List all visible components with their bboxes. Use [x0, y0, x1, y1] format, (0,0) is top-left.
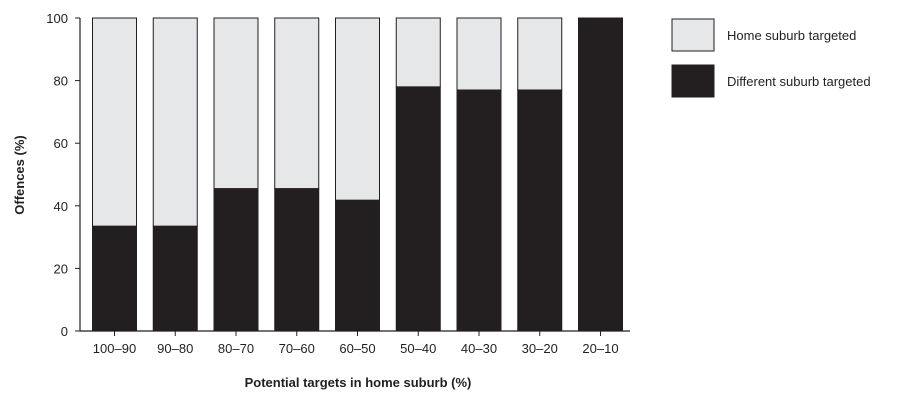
legend-swatch-home-suburb — [671, 18, 715, 52]
y-tick-label: 40 — [54, 199, 68, 214]
y-axis-title: Offences (%) — [12, 135, 27, 214]
bar-segment-home-suburb-5 — [395, 17, 441, 88]
x-axis-title: Potential targets in home suburb (%) — [245, 375, 472, 390]
x-tick-label: 30–20 — [522, 341, 558, 356]
x-tick-label: 50–40 — [400, 341, 436, 356]
y-tick-label: 100 — [46, 11, 68, 26]
bar-segment-different-suburb-6 — [456, 89, 502, 332]
bar-segment-different-suburb-3 — [274, 188, 320, 332]
bar-segment-home-suburb-1 — [152, 17, 198, 227]
bar-segment-home-suburb-6 — [456, 17, 502, 91]
x-tick-label: 40–30 — [461, 341, 497, 356]
x-tick-label: 100–90 — [93, 341, 136, 356]
y-tick-label: 60 — [54, 136, 68, 151]
bar-segment-home-suburb-7 — [517, 17, 563, 91]
x-tick-label: 80–70 — [218, 341, 254, 356]
y-axis-ticks: 0 20 40 60 80 100 — [46, 11, 80, 339]
legend-label-different-suburb: Different suburb targeted — [727, 74, 871, 89]
bar-segment-different-suburb-8 — [578, 17, 623, 332]
x-tick-label: 70–60 — [279, 341, 315, 356]
bar-segment-home-suburb-2 — [213, 17, 259, 190]
bar-segment-home-suburb-3 — [274, 17, 320, 190]
x-tick-label: 20–10 — [582, 341, 618, 356]
bar-segment-different-suburb-2 — [213, 188, 259, 332]
x-tick-label: 90–80 — [157, 341, 193, 356]
bar-segment-different-suburb-0 — [92, 225, 137, 332]
bar-segment-different-suburb-5 — [395, 86, 441, 332]
y-tick-label: 0 — [61, 324, 68, 339]
bar-segment-home-suburb-4 — [335, 17, 380, 201]
bar-segment-different-suburb-1 — [152, 225, 198, 332]
bar-segment-home-suburb-0 — [92, 17, 137, 227]
bar-segment-different-suburb-7 — [517, 89, 563, 332]
legend-label-home-suburb: Home suburb targeted — [727, 28, 856, 43]
legend: Home suburb targeted Different suburb ta… — [671, 18, 871, 98]
x-axis-ticks: 100–90 90–80 80–70 70–60 60–50 50–40 40–30 30–2… — [93, 331, 619, 356]
bar-segment-different-suburb-4 — [335, 199, 380, 332]
bars-group — [92, 17, 623, 332]
y-tick-label: 80 — [54, 74, 68, 89]
x-tick-label: 60–50 — [339, 341, 375, 356]
legend-swatch-different-suburb — [671, 64, 715, 98]
y-tick-label: 20 — [54, 261, 68, 276]
